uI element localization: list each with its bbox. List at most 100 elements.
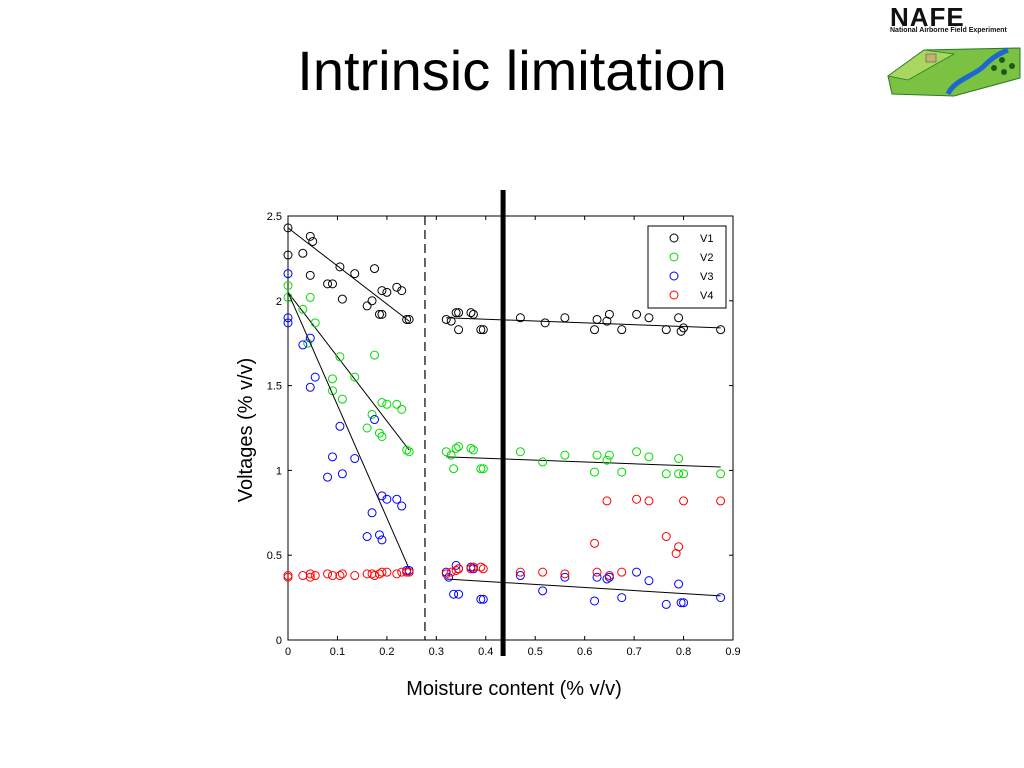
data-point-v4	[590, 538, 600, 548]
data-point-v4	[335, 571, 345, 581]
y-tick-label: 0	[276, 635, 282, 647]
legend-marker-v1	[669, 233, 679, 243]
data-point-v1	[374, 309, 384, 319]
data-point-v3	[679, 598, 689, 608]
data-point-v4	[451, 565, 461, 575]
x-tick-label: 0.9	[725, 646, 740, 658]
data-point-v3	[454, 589, 464, 599]
data-point-v3	[515, 571, 525, 581]
data-point-v3	[382, 494, 392, 504]
data-point-v4	[441, 569, 451, 579]
legend-label-v1: V1	[700, 233, 713, 245]
data-point-v3	[283, 318, 293, 328]
data-point-v1	[451, 308, 461, 318]
data-point-v2	[679, 469, 689, 479]
data-point-v2	[335, 352, 345, 362]
data-point-v2	[560, 450, 570, 460]
data-point-v2	[674, 454, 684, 464]
data-point-v3	[476, 594, 486, 604]
data-point-v4	[404, 567, 414, 577]
x-tick-label: 0.6	[577, 646, 592, 658]
data-point-v2	[367, 409, 377, 419]
data-point-v2	[298, 304, 308, 314]
data-point-v1	[335, 262, 345, 272]
legend-label-v3: V3	[700, 271, 713, 283]
data-point-v3	[374, 530, 384, 540]
data-point-v4	[350, 571, 360, 581]
data-point-v1	[370, 264, 380, 274]
data-point-v2	[377, 431, 387, 441]
data-point-v3	[478, 594, 488, 604]
data-point-v2	[449, 464, 459, 474]
legend-marker-v3	[669, 271, 679, 281]
data-point-v1	[382, 287, 392, 297]
data-point-v4	[466, 564, 476, 574]
data-point-v4	[468, 562, 478, 572]
data-point-v1	[540, 318, 550, 328]
data-point-v2	[303, 338, 313, 348]
x-tick-label: 0.1	[330, 646, 345, 658]
data-point-v2	[454, 442, 464, 452]
data-point-v3	[674, 579, 684, 589]
data-point-v4	[661, 532, 671, 542]
data-point-v2	[466, 443, 476, 453]
data-point-v3	[328, 452, 337, 462]
data-point-v1	[404, 314, 414, 324]
data-point-v4	[674, 542, 684, 552]
data-point-v4	[370, 571, 380, 581]
data-point-v4	[305, 569, 315, 579]
data-point-v1	[560, 313, 570, 323]
data-point-v4	[310, 571, 320, 581]
plot-frame	[287, 215, 734, 641]
data-point-v2	[632, 447, 642, 457]
data-point-v2	[476, 464, 486, 474]
data-point-v3	[362, 532, 372, 542]
data-point-v3	[367, 508, 377, 518]
data-point-v4	[337, 569, 347, 579]
data-point-v1	[446, 316, 456, 326]
data-point-v3	[560, 572, 570, 582]
data-point-v4	[397, 567, 407, 577]
data-point-v1	[305, 231, 315, 241]
data-point-v1	[679, 323, 689, 333]
data-point-v4	[305, 572, 315, 582]
data-point-v4	[515, 567, 525, 577]
chart-xlabel: Moisture content (% v/v)	[406, 678, 622, 700]
data-point-v3	[323, 472, 333, 482]
legend-marker-v4	[669, 290, 679, 300]
data-point-v3	[644, 576, 654, 586]
data-point-v2	[328, 374, 337, 384]
data-point-v3	[449, 589, 459, 599]
data-point-v2	[397, 404, 407, 414]
y-tick-label: 2	[276, 296, 282, 308]
legend-label-v2: V2	[700, 252, 713, 264]
data-point-v3	[283, 269, 293, 279]
data-point-v1	[367, 296, 377, 306]
logo-title: NAFE	[890, 2, 965, 32]
data-point-v3	[337, 469, 347, 479]
data-point-v4	[323, 569, 333, 579]
data-point-v2	[617, 467, 627, 477]
data-point-v1	[592, 314, 602, 324]
x-tick-label: 0.4	[478, 646, 493, 658]
data-point-v1	[337, 294, 347, 304]
data-point-v2	[515, 447, 525, 457]
data-point-v3	[335, 421, 345, 431]
data-point-v3	[676, 598, 686, 608]
trend-line-v2	[287, 292, 410, 451]
data-point-v4	[454, 564, 464, 574]
x-tick-label: 0.2	[379, 646, 394, 658]
data-point-v3	[617, 593, 627, 603]
data-point-v3	[350, 454, 360, 464]
data-point-v1	[661, 325, 671, 335]
data-point-v1	[515, 313, 525, 323]
y-tick-label: 1	[276, 465, 282, 477]
data-point-v1	[604, 309, 614, 319]
legend-label-v4: V4	[700, 290, 713, 302]
data-point-v2	[644, 452, 654, 462]
data-point-v4	[392, 569, 402, 579]
data-point-v2	[392, 399, 402, 409]
data-point-v3	[305, 333, 315, 343]
data-point-v2	[592, 450, 602, 460]
legend-marker-v2	[669, 252, 679, 262]
